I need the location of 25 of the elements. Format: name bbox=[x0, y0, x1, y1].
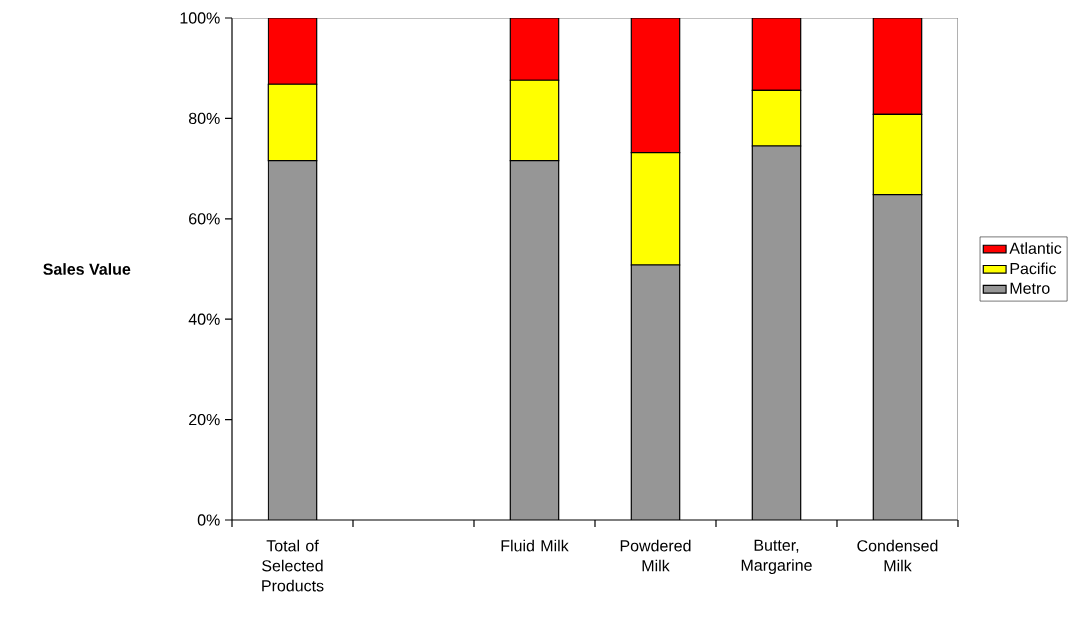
bar bbox=[751, 18, 802, 91]
legend-label: Metro bbox=[1010, 282, 1050, 294]
bar bbox=[752, 146, 801, 520]
x-tick-label: Butter, Margarine bbox=[741, 539, 812, 575]
bar bbox=[268, 160, 317, 520]
bar bbox=[872, 194, 923, 520]
y-tick-label: 20% bbox=[189, 413, 220, 426]
x-tick-label: Powdered Milk bbox=[620, 539, 691, 572]
y-axis-title: Sales Value bbox=[43, 263, 131, 275]
bar bbox=[630, 18, 681, 154]
bar bbox=[872, 18, 923, 115]
bar bbox=[509, 18, 560, 81]
y-tick-label: 0% bbox=[197, 514, 220, 526]
y-tick-label: 40% bbox=[188, 313, 220, 325]
y-tick-label: 60% bbox=[189, 213, 220, 225]
legend-label: Atlantic bbox=[1009, 242, 1062, 254]
bar bbox=[267, 18, 318, 85]
y-tick-label: 100% bbox=[180, 12, 220, 24]
x-tick-label: Condensed Milk bbox=[857, 539, 938, 572]
x-tick-label: Fluid Milk bbox=[501, 539, 569, 552]
x-tick-label: Total of Selected Products bbox=[262, 539, 324, 592]
bar bbox=[510, 160, 559, 520]
bar bbox=[631, 264, 680, 520]
y-tick-label: 80% bbox=[188, 112, 220, 125]
legend-label: Pacific bbox=[1010, 262, 1057, 275]
